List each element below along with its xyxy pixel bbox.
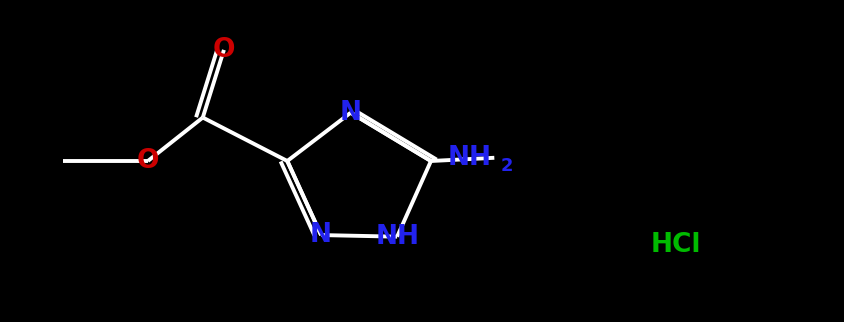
Text: O: O bbox=[213, 37, 235, 63]
Text: N: N bbox=[310, 222, 332, 248]
Text: NH: NH bbox=[447, 145, 491, 171]
Text: NH: NH bbox=[375, 224, 419, 250]
Text: O: O bbox=[137, 148, 159, 174]
Text: N: N bbox=[339, 100, 361, 126]
Text: 2: 2 bbox=[500, 157, 512, 175]
Text: HCl: HCl bbox=[650, 232, 701, 258]
